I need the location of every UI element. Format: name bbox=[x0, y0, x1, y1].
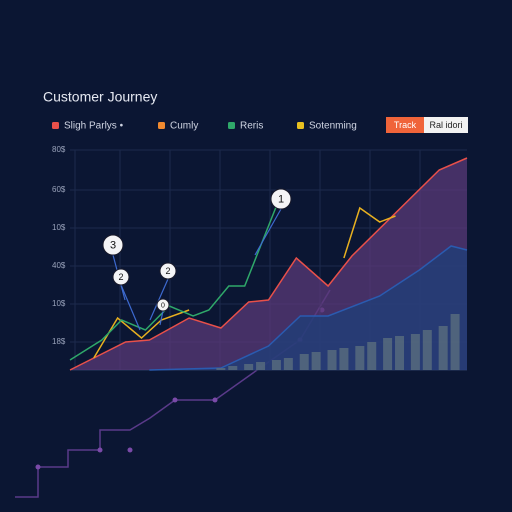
annotation-leader bbox=[254, 208, 282, 256]
line bbox=[69, 195, 282, 361]
annotation-bubble bbox=[102, 234, 124, 256]
bar bbox=[283, 358, 293, 370]
button[interactable] bbox=[424, 117, 468, 133]
annotation-bubble bbox=[112, 268, 130, 286]
area-line bbox=[149, 245, 468, 371]
button-label[interactable]: Ral idori bbox=[429, 120, 462, 130]
bar bbox=[410, 334, 420, 370]
y-tick-label: 40$ bbox=[52, 261, 66, 270]
legend-label: Cumly bbox=[170, 121, 198, 132]
annotation-label: 2 bbox=[118, 272, 123, 282]
bar bbox=[327, 350, 337, 370]
annotation-label: 3 bbox=[110, 239, 116, 251]
bar bbox=[228, 366, 238, 370]
y-tick-label: 60$ bbox=[52, 185, 66, 194]
annotation-leader bbox=[149, 278, 169, 321]
annotation-label: 0 bbox=[161, 302, 165, 309]
button[interactable] bbox=[386, 117, 424, 133]
y-tick-label: 10$ bbox=[52, 299, 66, 308]
bar bbox=[438, 326, 448, 370]
bar bbox=[383, 338, 393, 370]
button-label[interactable]: Track bbox=[394, 120, 417, 130]
bar bbox=[450, 314, 460, 370]
y-tick-label: 18$ bbox=[52, 337, 66, 346]
bar bbox=[271, 360, 281, 370]
legend-swatch bbox=[158, 122, 165, 129]
bar bbox=[216, 368, 226, 370]
bar bbox=[311, 352, 321, 370]
legend-label: Sligh Parlys • bbox=[64, 121, 124, 132]
legend-label: Sotenming bbox=[309, 121, 357, 132]
legend-swatch bbox=[228, 122, 235, 129]
legend-swatch bbox=[52, 122, 59, 129]
bar bbox=[422, 330, 432, 370]
bar bbox=[244, 364, 254, 370]
bar bbox=[339, 348, 349, 370]
bar bbox=[395, 336, 405, 370]
legend-swatch bbox=[297, 122, 304, 129]
annotation-leader bbox=[120, 284, 141, 331]
decor-step-line bbox=[15, 289, 331, 498]
bar bbox=[299, 354, 309, 370]
chart-title: Customer Journey bbox=[43, 89, 157, 105]
annotation-label: 2 bbox=[165, 266, 170, 276]
bar bbox=[256, 362, 266, 370]
y-tick-label: 80$ bbox=[52, 145, 66, 154]
annotation-label: 1 bbox=[278, 193, 284, 205]
line bbox=[343, 206, 396, 259]
annotation-bubble bbox=[270, 188, 292, 210]
area-line bbox=[69, 157, 468, 371]
annotation-bubble bbox=[159, 262, 177, 280]
legend-label: Reris bbox=[240, 121, 263, 132]
bar bbox=[355, 346, 365, 370]
bar bbox=[367, 342, 377, 370]
y-tick-label: 10$ bbox=[52, 223, 66, 232]
annotation-leader bbox=[159, 310, 164, 326]
annotation-bubble bbox=[156, 298, 170, 312]
